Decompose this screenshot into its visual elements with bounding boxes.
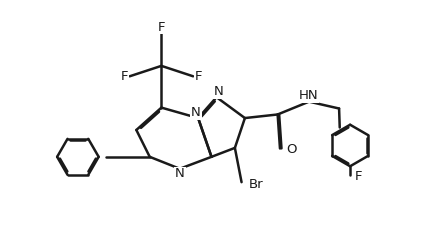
Text: Br: Br — [248, 178, 263, 191]
Text: N: N — [175, 167, 185, 181]
Text: F: F — [158, 20, 165, 33]
Text: F: F — [195, 70, 202, 83]
Text: N: N — [191, 106, 201, 119]
Text: N: N — [214, 85, 224, 98]
Text: HN: HN — [298, 89, 318, 102]
Text: F: F — [121, 70, 128, 83]
Text: F: F — [355, 170, 363, 183]
Text: O: O — [286, 143, 297, 156]
